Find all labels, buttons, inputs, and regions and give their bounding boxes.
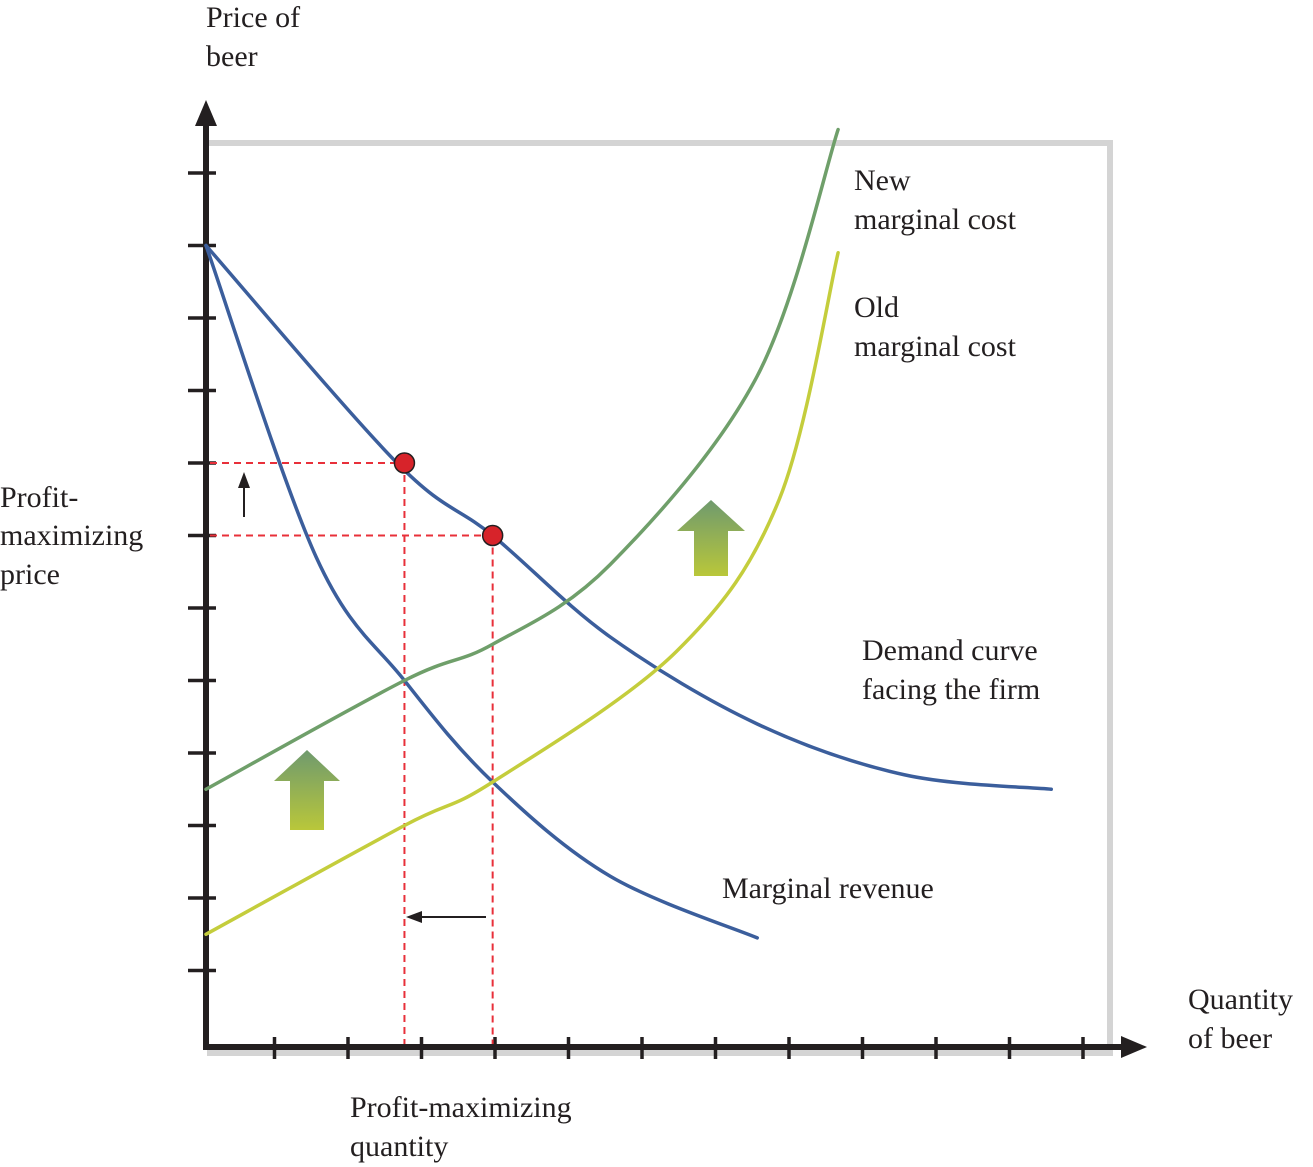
- y-axis-arrowhead: [195, 100, 217, 126]
- x-axis-label-line-2: of beer: [1188, 1022, 1272, 1055]
- equilibrium-point-old: [481, 524, 504, 547]
- price-label-line-1: Profit-: [0, 481, 78, 514]
- equilibrium-points: [393, 452, 504, 547]
- demand-curve: [204, 243, 1053, 791]
- y-axis-label: Price of beer: [206, 1, 308, 73]
- equilibrium-point-new: [393, 452, 416, 474]
- profit-maximizing-quantity-label: Profit-maximizing quantity: [350, 1091, 579, 1163]
- marginal-revenue-curve: [204, 243, 759, 940]
- curves: [204, 127, 1053, 940]
- price-label-line-3: price: [0, 558, 60, 591]
- y-axis-label-line-2: beer: [206, 40, 258, 73]
- demand-curve-label: Demand curve facing the firm: [862, 634, 1045, 706]
- quantity-decrease-arrow: [406, 911, 486, 923]
- demand-label-line-2: facing the firm: [862, 673, 1040, 706]
- equilibrium-guides: [210, 462, 494, 1044]
- old-marginal-cost-curve: [204, 251, 840, 936]
- plot-area: [207, 146, 1107, 1050]
- new-mc-label-line-1: New: [854, 164, 911, 197]
- mr-label-line-1: Marginal revenue: [722, 872, 934, 905]
- quantity-label-line-1: Profit-maximizing: [350, 1091, 572, 1124]
- axes: [203, 120, 1128, 1050]
- old-mc-label-line-1: Old: [854, 291, 899, 324]
- x-axis-label-line-1: Quantity: [1188, 983, 1293, 1016]
- mc-shift-arrow-lower: [274, 750, 340, 830]
- price-increase-arrow: [238, 472, 250, 517]
- mc-shift-arrow-upper: [677, 500, 745, 576]
- quantity-label-line-2: quantity: [350, 1130, 448, 1163]
- x-axis-arrowhead: [1121, 1036, 1147, 1058]
- marginal-revenue-label: Marginal revenue: [722, 872, 934, 905]
- profit-maximizing-price-label: Profit- maximizing price: [0, 481, 151, 591]
- demand-label-line-1: Demand curve: [862, 634, 1038, 667]
- y-axis-label-line-1: Price of: [206, 1, 300, 34]
- new-marginal-cost-label: New marginal cost: [854, 164, 1017, 236]
- x-axis-label: Quantity of beer: [1188, 983, 1301, 1055]
- old-mc-label-line-2: marginal cost: [854, 330, 1017, 363]
- new-marginal-cost-curve: [204, 127, 840, 791]
- old-marginal-cost-label: Old marginal cost: [854, 291, 1017, 363]
- price-label-line-2: maximizing: [0, 519, 143, 552]
- new-mc-label-line-2: marginal cost: [854, 203, 1017, 236]
- x-ticks: [272, 1037, 1085, 1059]
